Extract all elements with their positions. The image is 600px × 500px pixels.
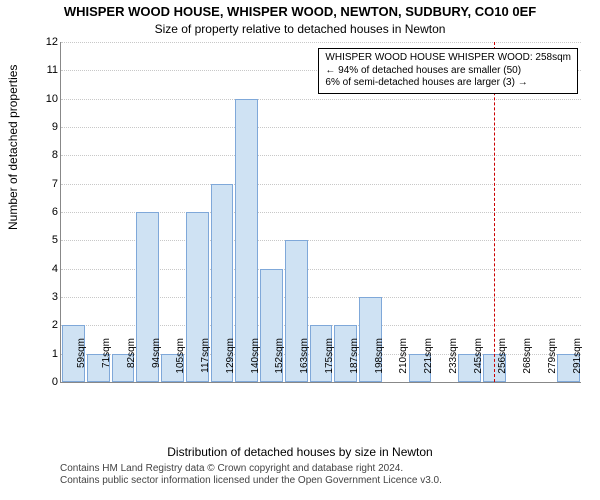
y-tick-label: 0 bbox=[38, 376, 58, 388]
x-tick-label: 245sqm bbox=[473, 338, 484, 388]
annotation-line-3: 6% of semi-detached houses are larger (3… bbox=[325, 77, 571, 90]
annotation-line-2: ← 94% of detached houses are smaller (50… bbox=[325, 65, 571, 78]
y-tick-label: 8 bbox=[38, 149, 58, 161]
x-tick-label: 59sqm bbox=[76, 338, 87, 388]
y-tick-label: 11 bbox=[38, 64, 58, 76]
chart-container: WHISPER WOOD HOUSE, WHISPER WOOD, NEWTON… bbox=[0, 0, 600, 500]
x-tick-label: 175sqm bbox=[324, 338, 335, 388]
x-tick-label: 163sqm bbox=[299, 338, 310, 388]
footer-line-1: Contains HM Land Registry data © Crown c… bbox=[60, 463, 580, 475]
x-tick-label: 291sqm bbox=[572, 338, 583, 388]
x-tick-label: 117sqm bbox=[200, 338, 211, 388]
y-tick-label: 2 bbox=[38, 319, 58, 331]
y-tick-label: 9 bbox=[38, 121, 58, 133]
x-tick-label: 71sqm bbox=[101, 338, 112, 388]
y-tick-label: 4 bbox=[38, 263, 58, 275]
x-tick-label: 210sqm bbox=[398, 338, 409, 388]
footer-attribution: Contains HM Land Registry data © Crown c… bbox=[60, 463, 580, 487]
y-tick-label: 10 bbox=[38, 93, 58, 105]
x-tick-label: 140sqm bbox=[250, 338, 261, 388]
x-tick-label: 94sqm bbox=[151, 338, 162, 388]
x-axis-label: Distribution of detached houses by size … bbox=[0, 445, 600, 459]
x-tick-label: 129sqm bbox=[225, 338, 236, 388]
x-tick-label: 152sqm bbox=[274, 338, 285, 388]
y-tick-label: 6 bbox=[38, 206, 58, 218]
x-tick-label: 221sqm bbox=[423, 338, 434, 388]
chart-subtitle: Size of property relative to detached ho… bbox=[0, 22, 600, 36]
x-tick-label: 105sqm bbox=[175, 338, 186, 388]
x-tick-label: 187sqm bbox=[349, 338, 360, 388]
footer-line-2: Contains public sector information licen… bbox=[60, 475, 580, 487]
annotation-line-1: WHISPER WOOD HOUSE WHISPER WOOD: 258sqm bbox=[325, 52, 571, 65]
y-tick-label: 1 bbox=[38, 348, 58, 360]
chart-title: WHISPER WOOD HOUSE, WHISPER WOOD, NEWTON… bbox=[0, 4, 600, 19]
x-tick-label: 256sqm bbox=[497, 338, 508, 388]
x-tick-label: 82sqm bbox=[126, 338, 137, 388]
y-tick-label: 3 bbox=[38, 291, 58, 303]
x-tick-label: 279sqm bbox=[547, 338, 558, 388]
x-tick-label: 198sqm bbox=[374, 338, 385, 388]
x-tick-label: 268sqm bbox=[522, 338, 533, 388]
annotation-box: WHISPER WOOD HOUSE WHISPER WOOD: 258sqm … bbox=[318, 48, 578, 94]
y-tick-label: 5 bbox=[38, 234, 58, 246]
y-axis-label: Number of detached properties bbox=[6, 65, 20, 230]
y-tick-label: 7 bbox=[38, 178, 58, 190]
x-tick-label: 233sqm bbox=[448, 338, 459, 388]
y-tick-label: 12 bbox=[38, 36, 58, 48]
